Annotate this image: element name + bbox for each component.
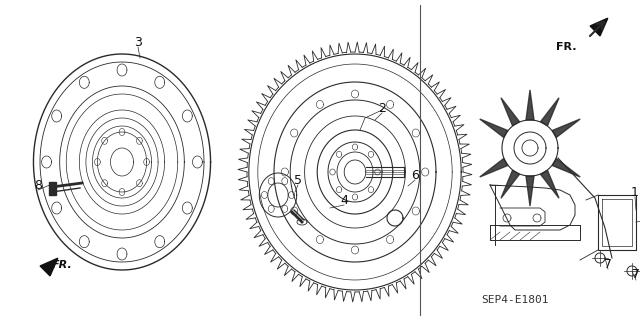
Polygon shape [552, 119, 580, 138]
Polygon shape [541, 98, 559, 126]
Polygon shape [480, 158, 508, 177]
Polygon shape [526, 176, 534, 206]
Polygon shape [526, 90, 534, 120]
Polygon shape [590, 18, 608, 36]
Text: FR.: FR. [52, 260, 73, 270]
Polygon shape [501, 170, 520, 198]
Polygon shape [501, 98, 520, 126]
Text: 4: 4 [340, 194, 348, 206]
Text: 7: 7 [604, 258, 612, 270]
Polygon shape [480, 119, 508, 138]
Text: SEP4-E1801: SEP4-E1801 [481, 295, 548, 305]
Text: 2: 2 [378, 101, 386, 115]
Text: 8: 8 [34, 179, 42, 191]
Text: 7: 7 [632, 268, 640, 282]
Text: 3: 3 [134, 36, 142, 49]
Polygon shape [552, 158, 580, 177]
Polygon shape [49, 182, 56, 195]
Text: 5: 5 [294, 173, 302, 187]
Text: 6: 6 [411, 169, 419, 181]
Polygon shape [541, 170, 559, 198]
Text: 1: 1 [631, 186, 639, 198]
Polygon shape [40, 258, 58, 276]
Text: FR.: FR. [556, 42, 577, 52]
